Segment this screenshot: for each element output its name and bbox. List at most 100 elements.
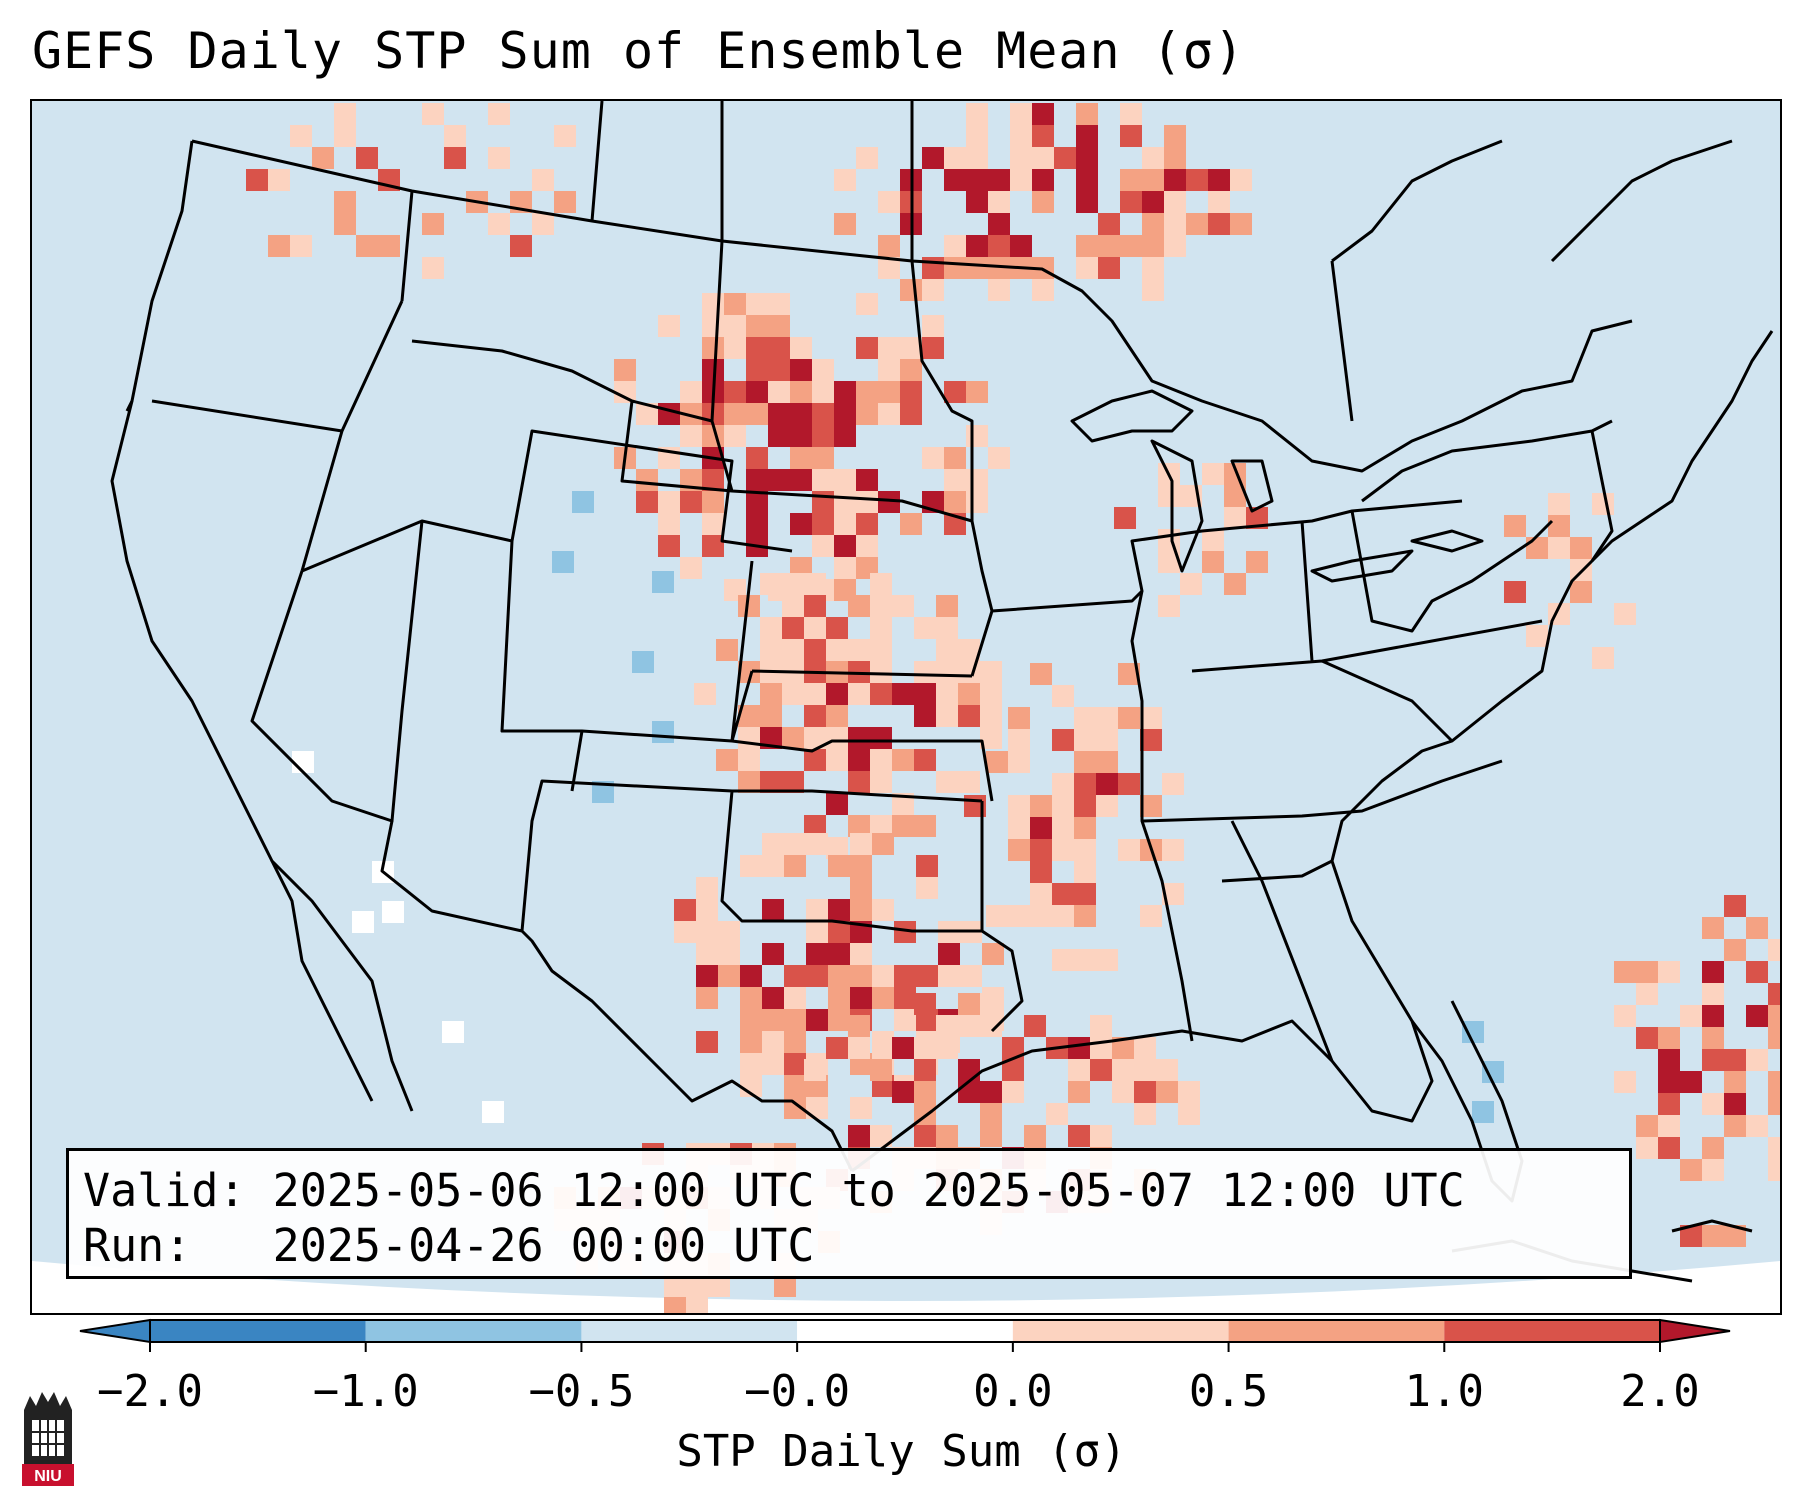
anomaly-cell [1548,537,1570,559]
anomaly-cell [702,535,724,557]
anomaly-cell [378,235,400,257]
colorbar-tick-label: −0.5 [528,1366,635,1417]
anomaly-cell [632,651,654,673]
anomaly-cell [1178,1081,1200,1103]
anomaly-cell [658,315,680,337]
anomaly-cell [1032,279,1054,301]
anomaly-cell [1680,1159,1702,1181]
anomaly-cell [1010,235,1032,257]
anomaly-cell [1134,1103,1156,1125]
anomaly-cell [850,877,872,899]
anomaly-cell [958,683,980,705]
anomaly-cell [790,381,812,403]
anomaly-cell [268,235,290,257]
anomaly-cell [1702,917,1724,939]
anomaly-cell [1076,169,1098,191]
anomaly-cell [828,855,850,877]
anomaly-cell [1504,581,1526,603]
anomaly-cell [980,1125,1002,1147]
anomaly-cell [1052,729,1074,751]
anomaly-cell [1140,729,1162,751]
anomaly-cell [1746,1005,1768,1027]
anomaly-cell [1008,839,1030,861]
anomaly-cell [1120,169,1142,191]
anomaly-cell [782,617,804,639]
anomaly-cell [746,469,768,491]
anomaly-cell [804,573,826,595]
anomaly-cell [1142,235,1164,257]
anomaly-cell [1046,1103,1068,1125]
anomaly-cell [680,403,702,425]
anomaly-cell [552,551,574,573]
anomaly-cell [1180,573,1202,595]
anomaly-cell [740,1031,762,1053]
anomaly-cell [1074,817,1096,839]
anomaly-cell [1090,1015,1112,1037]
anomaly-cell [806,1097,828,1119]
anomaly-cell [1746,1115,1768,1137]
anomaly-cell [988,257,1010,279]
anomaly-cell [900,403,922,425]
anomaly-cell [870,617,892,639]
anomaly-cell [980,683,1002,705]
anomaly-cell [1548,493,1570,515]
anomaly-cell [1052,839,1074,861]
anomaly-cell [892,793,914,815]
anomaly-cell [826,749,848,771]
anomaly-cell [914,1125,936,1147]
anomaly-cell [1472,1101,1494,1123]
anomaly-cell [532,213,554,235]
anomaly-cell [334,191,356,213]
anomaly-cell [1052,949,1074,971]
anomaly-cell [746,293,768,315]
anomaly-cell [702,337,724,359]
anomaly-cell [1010,125,1032,147]
anomaly-cell [1178,1103,1200,1125]
anomaly-cell [936,683,958,705]
anomaly-cell [760,727,782,749]
valid-time-line: Valid: 2025-05-06 12:00 UTC to 2025-05-0… [83,1164,1465,1217]
anomaly-cell [828,899,850,921]
anomaly-cell [762,833,784,855]
anomaly-cell [1592,647,1614,669]
anomaly-cell [856,381,878,403]
anomaly-cell [422,257,444,279]
anomaly-cell [870,749,892,771]
anomaly-cell [1118,663,1140,685]
map-panel[interactable] [30,99,1782,1315]
anomaly-cell [870,661,892,683]
anomaly-cell [1156,1081,1178,1103]
anomaly-cell [966,147,988,169]
anomaly-cell [1096,729,1118,751]
anomaly-cell [966,469,988,491]
anomaly-cell [986,751,1008,773]
anomaly-cell [1614,1005,1636,1027]
anomaly-cell [444,147,466,169]
anomaly-cell [708,1275,730,1297]
anomaly-cell [1224,507,1246,529]
anomaly-cell [768,381,790,403]
anomaly-cell [870,639,892,661]
anomaly-cell [944,381,966,403]
anomaly-cell [958,1059,980,1081]
anomaly-cell [1162,883,1184,905]
state-lines-east [1130,419,1614,1062]
anomaly-cell [848,639,870,661]
anomaly-cell [1230,213,1252,235]
anomaly-cell [870,815,892,837]
colorbar-tick-label: −0.0 [744,1366,851,1417]
anomaly-cell [1120,191,1142,213]
colorbar-bin [1012,1320,1229,1342]
colorbar-bin [150,1320,366,1342]
anomaly-cell [696,1031,718,1053]
anomaly-cell [718,943,740,965]
anomaly-cell [1112,1081,1134,1103]
west-coast [110,140,414,1112]
anomaly-cell [334,125,356,147]
anomaly-cell [900,337,922,359]
anomaly-cell [1158,529,1180,551]
anomaly-cell [850,855,872,877]
anomaly-cell [724,315,746,337]
anomaly-cell [760,683,782,705]
anomaly-cell [696,877,718,899]
